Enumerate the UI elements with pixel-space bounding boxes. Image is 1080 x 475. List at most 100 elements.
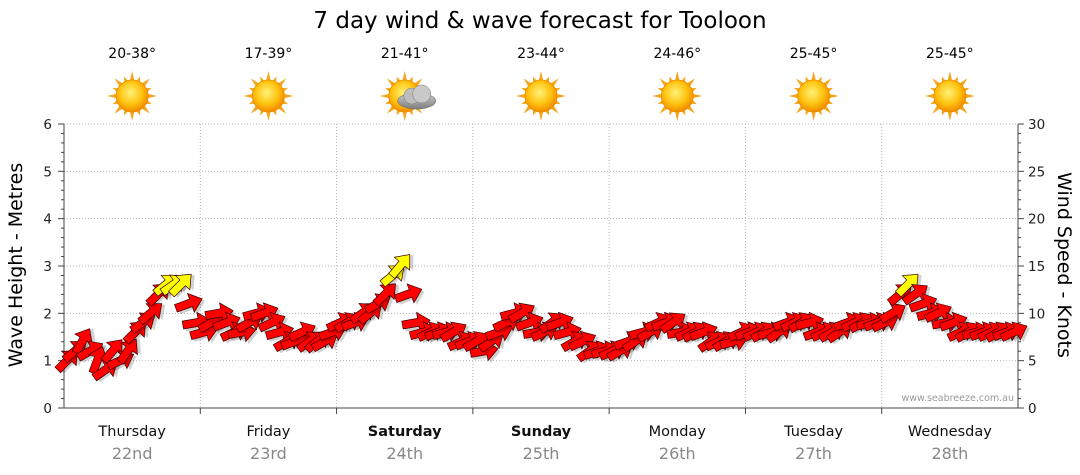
watermark: www.seabreeze.com.au	[902, 393, 1015, 404]
temperature-range: 17-39°	[245, 46, 293, 62]
sun-ray	[788, 93, 799, 99]
temperature-range: 25-45°	[790, 46, 838, 62]
wind-arrow-shape	[388, 254, 411, 280]
day-date-label: 24th	[386, 444, 423, 463]
wind-arrow	[116, 338, 142, 365]
temperature-range: 24-46°	[653, 46, 701, 62]
sun-icon	[243, 71, 294, 121]
sun-ray	[811, 110, 816, 121]
sun-ray	[947, 71, 953, 82]
wind-arrow-shape	[372, 283, 396, 307]
day-name-label: Saturday	[368, 424, 442, 440]
right-axis-title: Wind Speed - Knots	[1053, 172, 1075, 358]
sun-ray	[811, 71, 816, 82]
right-tick-label: 10	[1028, 306, 1045, 322]
sun-ray	[538, 71, 544, 82]
wind-arrow	[894, 273, 922, 298]
day-date-label: 22nd	[112, 444, 153, 463]
chart-title: 7 day wind & wave forecast for Tooloon	[313, 8, 766, 34]
wind-arrows	[54, 254, 1031, 383]
temperature-range: 23-44°	[517, 46, 565, 62]
sun-ray	[129, 71, 135, 82]
left-tick-label: 3	[43, 259, 52, 275]
wind-arrow-shape	[168, 273, 192, 298]
sun-ray	[266, 71, 271, 82]
sun-ray	[828, 93, 839, 99]
grid-lines	[64, 123, 1018, 414]
sun-ray	[652, 93, 663, 99]
wind-arrow-shape	[137, 303, 163, 326]
day-name-label: Tuesday	[783, 424, 843, 440]
temperature-range: 20-38°	[108, 46, 156, 62]
sun-ray	[283, 93, 294, 99]
sun-ray	[964, 93, 975, 99]
wind-arrow-shape	[393, 283, 423, 304]
temperature-range: 21-41°	[381, 46, 429, 62]
left-tick-label: 4	[43, 212, 52, 228]
sun-disc	[797, 79, 830, 113]
day-date-label: 23rd	[250, 444, 287, 463]
sun-ray	[947, 110, 953, 121]
cloud-icon	[397, 84, 437, 110]
sun-disc	[252, 79, 285, 113]
left-tick-label: 1	[43, 354, 52, 370]
left-tick-label: 0	[43, 401, 52, 417]
right-axis-ticks: 0 5 10 15 20 25 30	[1018, 117, 1045, 417]
wind-arrow	[901, 284, 931, 307]
sun-ray	[538, 110, 544, 121]
wind-arrow	[659, 312, 689, 335]
wind-arrow	[71, 328, 96, 356]
sun-ray	[674, 110, 680, 121]
sun-cloud-icon	[379, 71, 437, 121]
right-tick-label: 20	[1028, 212, 1045, 228]
day-name-label: Sunday	[511, 424, 572, 440]
day-name-label: Wednesday	[908, 424, 992, 440]
sun-ray	[674, 71, 680, 82]
sun-disc	[660, 79, 694, 113]
left-tick-label: 2	[43, 306, 52, 322]
day-name-label: Friday	[246, 424, 290, 440]
day-name-label: Thursday	[97, 424, 166, 440]
wind-arrow	[168, 273, 195, 298]
wind-arrow-shape	[894, 273, 919, 298]
left-axis-ticks: 0 1 2 3 4 5 6	[43, 117, 64, 417]
wind-arrow	[878, 302, 909, 325]
sun-icon	[107, 71, 158, 121]
day-date-label: 25th	[523, 444, 560, 463]
sun-ray	[379, 93, 390, 99]
sun-icon	[788, 71, 839, 121]
sun-disc	[115, 79, 149, 113]
sun-icon	[652, 71, 703, 121]
left-tick-label: 5	[43, 164, 52, 180]
sun-ray	[402, 71, 408, 82]
sun-ray	[129, 110, 135, 121]
wind-arrow	[393, 283, 425, 305]
day-date-label: 27th	[795, 444, 832, 463]
right-tick-label: 25	[1028, 164, 1045, 180]
temperature-row: 20-38° 17-39° 21-41° 23-44° 24-46° 25-45° 25-4…	[108, 46, 973, 62]
wind-arrow-shape	[116, 338, 138, 365]
sun-ray	[924, 93, 936, 99]
left-axis-title: Wave Height - Metres	[5, 163, 27, 367]
wind-arrow	[388, 254, 414, 280]
sun-ray	[266, 110, 271, 121]
wind-arrow-shape	[174, 292, 203, 314]
sun-ray	[516, 93, 527, 99]
sun-icon	[516, 71, 566, 121]
wind-arrow-shape	[999, 321, 1028, 342]
wind-arrow-shape	[659, 312, 686, 335]
sun-ray	[555, 93, 566, 99]
temperature-range: 25-45°	[926, 46, 974, 62]
wind-arrow	[174, 292, 206, 315]
right-tick-label: 0	[1028, 401, 1037, 417]
day-date-label: 26th	[659, 444, 696, 463]
wind-arrow	[999, 321, 1031, 344]
wind-arrow-shape	[878, 302, 906, 324]
sun-ray	[146, 93, 158, 99]
sun-disc	[933, 79, 967, 113]
sun-icon	[924, 71, 975, 121]
sun-ray	[107, 93, 118, 99]
right-tick-label: 5	[1028, 354, 1037, 370]
left-tick-label: 6	[43, 117, 52, 133]
